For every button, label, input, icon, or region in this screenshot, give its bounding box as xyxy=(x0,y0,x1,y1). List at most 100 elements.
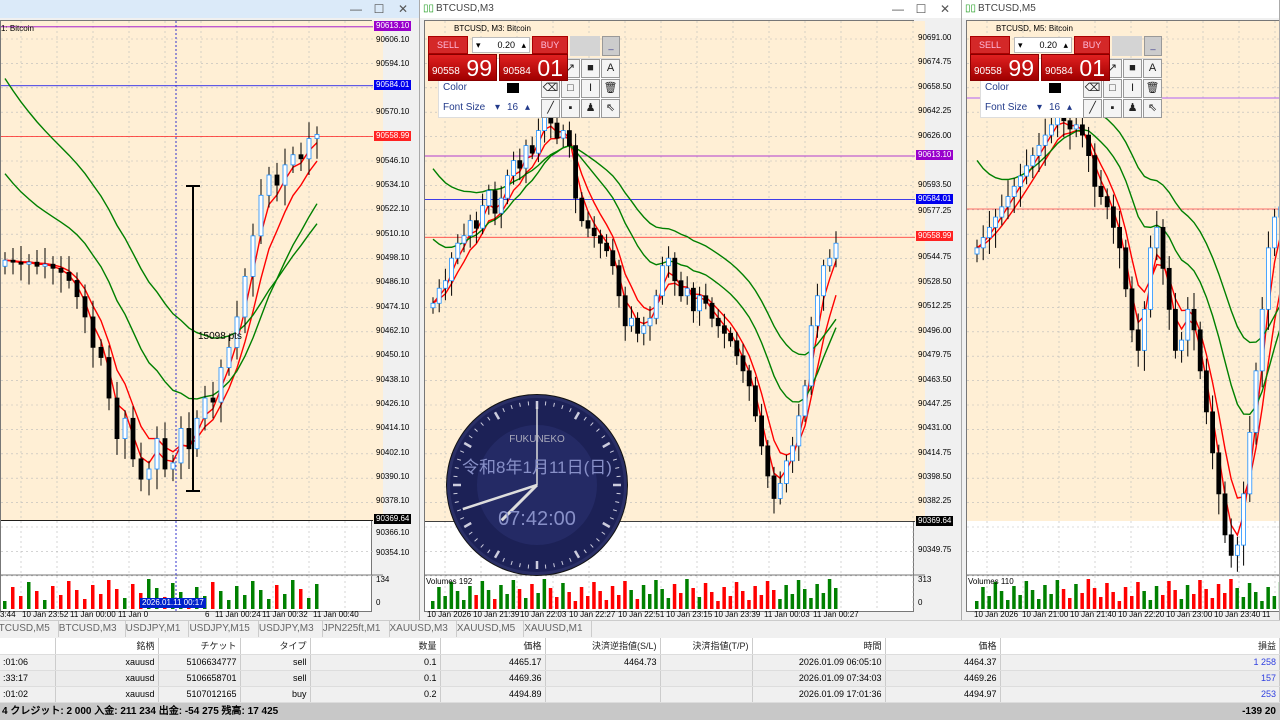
clock-tick xyxy=(454,467,459,469)
font-size-value[interactable]: 16 xyxy=(1049,102,1061,113)
cursor-text-tool-icon[interactable]: I xyxy=(581,79,600,98)
minimize-button[interactable]: — xyxy=(892,2,904,16)
maximize-button[interactable]: ☐ xyxy=(373,2,385,16)
line-tool-icon[interactable]: ╱ xyxy=(541,99,560,118)
font-size-up-button[interactable]: ▴ xyxy=(1067,102,1073,113)
table-row[interactable]: :01:02 xauusd 5107012165 buy 0.2 4494.89 2026.… xyxy=(0,686,1280,703)
chart-tab[interactable]: XAUUSD,M5 xyxy=(457,621,525,637)
panel-minimize-button[interactable]: _ xyxy=(1144,36,1162,56)
chart-tab[interactable]: USDJPY,M3 xyxy=(259,621,323,637)
bull-candle xyxy=(226,346,232,369)
lot-down-icon[interactable]: ▾ xyxy=(1018,40,1023,50)
gray-rect-tool-icon[interactable]: ▪ xyxy=(1103,99,1122,118)
cursor-text-tool-icon[interactable]: I xyxy=(1123,79,1142,98)
font-size-value[interactable]: 16 xyxy=(507,102,519,113)
column-header[interactable]: タイプ xyxy=(240,638,311,655)
sell-button[interactable]: SELL xyxy=(428,36,468,54)
chart-tab[interactable]: USDJPY,M1 xyxy=(126,621,190,637)
color-swatch[interactable] xyxy=(507,83,519,93)
volume-bar xyxy=(1235,588,1239,609)
text-tool-icon[interactable]: A xyxy=(1143,59,1162,78)
chart-tab[interactable]: USDJPY,M15 xyxy=(189,621,259,637)
price-axis-label: 90498.10 xyxy=(376,253,410,262)
sell-price-pips: 99 xyxy=(466,55,492,81)
chart-tab[interactable]: XAUUSD,M3 xyxy=(390,621,457,637)
lot-size-input[interactable]: ▾ 0.20 ▴ xyxy=(1014,37,1072,53)
bull-candle xyxy=(684,287,690,297)
lot-up-icon[interactable]: ▴ xyxy=(521,40,526,50)
trash-icon[interactable]: 🗑 xyxy=(1143,79,1162,98)
window-title-bar[interactable]: ▯▯ BTCUSD,M5 xyxy=(962,0,1279,18)
panel-spacer xyxy=(570,36,600,56)
table-cell xyxy=(545,686,661,703)
buy-price-box[interactable]: 90584 01 xyxy=(499,54,568,81)
column-header[interactable]: 時間 xyxy=(752,638,886,655)
chart-tab[interactable]: XAUUSD,M1 xyxy=(524,621,592,637)
buy-price-box[interactable]: 90584 01 xyxy=(1041,54,1110,81)
font-size-down-button[interactable]: ▾ xyxy=(1037,102,1043,113)
column-header[interactable]: チケット xyxy=(158,638,241,655)
clock-tick xyxy=(615,467,620,469)
table-cell: 2026.01.09 07:34:03 xyxy=(752,670,886,687)
price-chart[interactable] xyxy=(0,20,383,613)
font-size-down-button[interactable]: ▾ xyxy=(495,102,501,113)
window-title-bar[interactable]: ▯▯ BTCUSD,M3 — ☐ ✕ xyxy=(420,0,961,18)
gray-rect-tool-icon[interactable]: ▪ xyxy=(561,99,580,118)
color-swatch[interactable] xyxy=(1049,83,1061,93)
column-header[interactable]: 損益 xyxy=(1000,638,1280,655)
pointer-tool-icon[interactable]: ⇖ xyxy=(1143,99,1162,118)
eraser-tool-icon[interactable]: ⌫ xyxy=(1083,79,1102,98)
filled-rect-tool-icon[interactable]: ■ xyxy=(581,59,600,78)
line-tool-icon[interactable]: ╱ xyxy=(1083,99,1102,118)
chart-tab[interactable]: BTCUSD,M3 xyxy=(59,621,126,637)
volume-bar xyxy=(999,591,1004,609)
volume-bar xyxy=(1167,581,1171,609)
column-header[interactable]: 価格 xyxy=(885,638,1001,655)
sell-button[interactable]: SELL xyxy=(970,36,1010,54)
column-header[interactable] xyxy=(0,638,56,655)
rectangle-tool-icon[interactable]: □ xyxy=(1103,79,1122,98)
account-status-bar: 4 クレジット: 2 000 入金: 211 234 出金: -54 275 残… xyxy=(0,703,1280,720)
table-row[interactable]: :01:06 xauusd 5106634777 sell 0.1 4465.17 4464… xyxy=(0,654,1280,671)
column-header[interactable]: 決済逆指値(S/L) xyxy=(545,638,661,655)
filled-rect-tool-icon[interactable]: ■ xyxy=(1123,59,1142,78)
font-size-up-button[interactable]: ▴ xyxy=(525,102,531,113)
close-button[interactable]: ✕ xyxy=(939,2,951,16)
rectangle-tool-icon[interactable]: □ xyxy=(561,79,580,98)
buy-button[interactable]: BUY xyxy=(1074,36,1110,54)
column-header[interactable]: 銘柄 xyxy=(55,638,159,655)
volume-bar xyxy=(654,580,658,609)
pointer-tool-icon[interactable]: ⇖ xyxy=(601,99,620,118)
window-title-bar[interactable]: — ☐ ✕ xyxy=(0,0,419,18)
table-row[interactable]: :33:17 xauusd 5106658701 sell 0.1 4469.36 2026… xyxy=(0,670,1280,687)
stamp-tool-icon[interactable]: ♟ xyxy=(581,99,600,118)
stamp-tool-icon[interactable]: ♟ xyxy=(1123,99,1142,118)
sell-price-box[interactable]: 90558 99 xyxy=(970,54,1039,81)
volume-bar xyxy=(542,579,547,609)
sell-price-box[interactable]: 90558 99 xyxy=(428,54,497,81)
lot-size-input[interactable]: ▾ 0.20 ▴ xyxy=(472,37,530,53)
bear-candle xyxy=(1216,452,1222,495)
bull-candle xyxy=(1185,308,1191,341)
sell-price-prefix: 90558 xyxy=(974,66,1002,77)
chart-window-1[interactable]: — ☐ ✕ 90613.10 90584.01 90558.99 90369.64 15098… xyxy=(0,0,420,620)
time-axis-label: 10 Jan 21:39 xyxy=(473,610,520,619)
maximize-button[interactable]: ☐ xyxy=(915,2,927,16)
chart-window-btcusd-m5[interactable]: ▯▯ BTCUSD,M5 BTCUSD, M5: Bitcoin Volumes 11… xyxy=(962,0,1280,620)
lot-down-icon[interactable]: ▾ xyxy=(476,40,481,50)
chart-tab[interactable]: JPN225ft,M1 xyxy=(323,621,390,637)
column-header[interactable]: 数量 xyxy=(310,638,441,655)
chart-window-icon: ▯▯ xyxy=(423,3,435,14)
panel-minimize-button[interactable]: _ xyxy=(602,36,620,56)
trash-icon[interactable]: 🗑 xyxy=(601,79,620,98)
price-axis-label: 90398.50 xyxy=(918,472,952,481)
column-header[interactable]: 価格 xyxy=(440,638,546,655)
chart-tab[interactable]: BTCUSD,M5 xyxy=(0,621,59,637)
text-tool-icon[interactable]: A xyxy=(601,59,620,78)
buy-button[interactable]: BUY xyxy=(532,36,568,54)
minimize-button[interactable]: — xyxy=(350,2,362,16)
close-button[interactable]: ✕ xyxy=(397,2,409,16)
bull-candle xyxy=(993,216,999,228)
column-header[interactable]: 決済指値(T/P) xyxy=(660,638,753,655)
lot-up-icon[interactable]: ▴ xyxy=(1063,40,1068,50)
